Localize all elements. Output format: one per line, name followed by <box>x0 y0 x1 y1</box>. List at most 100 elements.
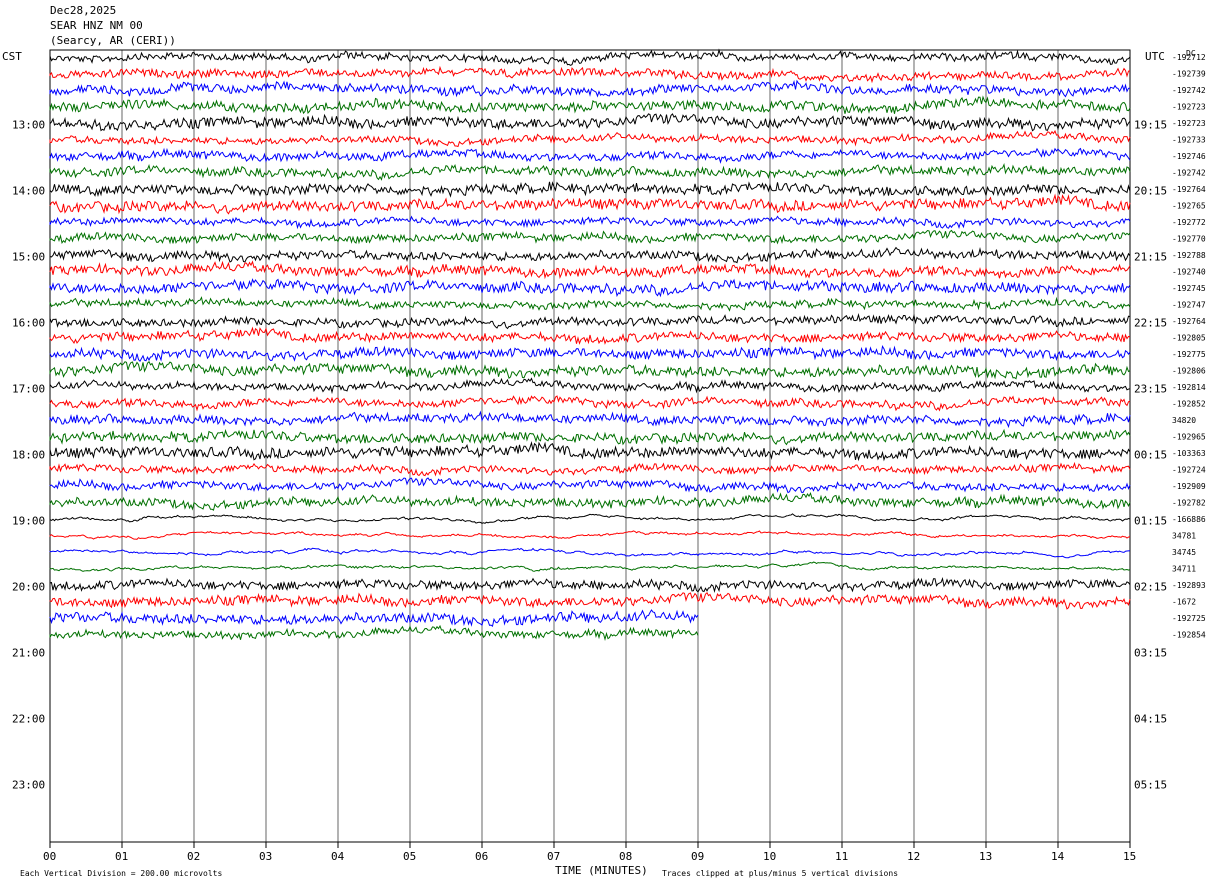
seismic-trace <box>49 79 1131 98</box>
scale-note: Each Vertical Division = 200.00 microvol… <box>20 869 222 878</box>
trace-dc-offset: -192814 <box>1172 383 1206 392</box>
trace-dc-offset: -192742 <box>1172 169 1206 178</box>
seismic-trace <box>49 395 1131 412</box>
x-axis-label: TIME (MINUTES) <box>555 864 648 877</box>
right-timezone-label: UTC <box>1145 50 1165 63</box>
seismic-trace <box>49 561 1131 572</box>
right-hour-label: 02:15 <box>1134 580 1167 593</box>
trace-dc-offset: -192765 <box>1172 202 1206 211</box>
right-hour-label: 22:15 <box>1134 316 1167 329</box>
trace-dc-offset: -192775 <box>1172 350 1206 359</box>
x-tick-label: 06 <box>475 850 488 863</box>
seismic-trace <box>49 592 1131 610</box>
seismic-trace <box>49 377 1131 395</box>
trace-dc-offset: -192723 <box>1172 103 1206 112</box>
seismic-trace <box>49 491 1131 511</box>
trace-dc-offset: -192772 <box>1172 218 1206 227</box>
seismic-trace <box>49 181 1131 198</box>
x-tick-label: 00 <box>43 850 56 863</box>
seismic-trace <box>49 95 1131 115</box>
dc-label: DC <box>1186 49 1196 58</box>
seismic-traces <box>49 48 1131 641</box>
seismic-trace <box>49 65 1131 84</box>
trace-dc-offset: -103363 <box>1172 449 1206 458</box>
seismic-trace <box>49 477 1131 494</box>
trace-dc-offset: -192782 <box>1172 499 1206 508</box>
header-station: SEAR HNZ NM 00 <box>50 19 143 32</box>
trace-dc-offset: -192739 <box>1172 70 1206 79</box>
seismic-trace <box>49 345 1131 363</box>
trace-dc-offset: -192764 <box>1172 185 1206 194</box>
seismic-trace <box>49 129 1131 148</box>
trace-dc-offset: -192747 <box>1172 301 1206 310</box>
seismic-trace <box>49 410 1131 429</box>
trace-dc-offset: -192723 <box>1172 119 1206 128</box>
trace-dc-offset: -192852 <box>1172 400 1206 409</box>
x-tick-label: 14 <box>1051 850 1065 863</box>
seismic-trace <box>49 296 1131 312</box>
trace-dc-offset: -166886 <box>1172 515 1206 524</box>
seismic-trace <box>49 440 1131 462</box>
trace-dc-offset: 34781 <box>1172 532 1196 541</box>
trace-dc-offset: -192712 <box>1172 53 1206 62</box>
trace-dc-offset: 34745 <box>1172 548 1196 557</box>
seismic-trace <box>49 246 1131 264</box>
trace-dc-offset: -192965 <box>1172 433 1206 442</box>
seismic-trace <box>49 513 1131 524</box>
trace-dc-offset: -192788 <box>1172 251 1206 260</box>
seismic-trace <box>49 624 699 641</box>
header-location: (Searcy, AR (CERI)) <box>50 34 176 47</box>
left-hour-label: 20:00 <box>12 580 45 593</box>
seismic-trace <box>49 260 1131 280</box>
trace-dc-offset: -192854 <box>1172 631 1206 640</box>
x-tick-label: 11 <box>835 850 848 863</box>
left-hour-label: 13:00 <box>12 118 45 131</box>
right-hour-label: 05:15 <box>1134 778 1167 791</box>
x-tick-label: 15 <box>1123 850 1136 863</box>
trace-dc-offset: -192725 <box>1172 614 1206 623</box>
plot-grid <box>49 49 1131 848</box>
trace-dc-offset: -192742 <box>1172 86 1206 95</box>
seismic-trace <box>49 530 1131 540</box>
trace-dc-offset: -192733 <box>1172 136 1206 145</box>
trace-dc-offset: -192806 <box>1172 367 1206 376</box>
trace-dc-offset: -1672 <box>1172 598 1196 607</box>
left-hour-label: 16:00 <box>12 316 45 329</box>
trace-dc-offset: -192893 <box>1172 581 1206 590</box>
x-tick-label: 01 <box>115 850 128 863</box>
seismic-trace <box>49 229 1131 245</box>
left-timezone-label: CST <box>2 50 22 63</box>
trace-dc-offset: -192909 <box>1172 482 1206 491</box>
right-hour-label: 19:15 <box>1134 118 1167 131</box>
right-hour-label: 21:15 <box>1134 250 1167 263</box>
seismic-trace <box>49 428 1131 446</box>
left-hour-label: 22:00 <box>12 712 45 725</box>
seismic-trace <box>49 215 1131 230</box>
right-hour-label: 23:15 <box>1134 382 1167 395</box>
x-tick-label: 02 <box>187 850 200 863</box>
seismic-trace <box>49 326 1131 345</box>
header-date: Dec28,2025 <box>50 4 117 17</box>
clip-note: Traces clipped at plus/minus 5 vertical … <box>662 869 898 878</box>
left-hour-label: 19:00 <box>12 514 45 527</box>
seismic-trace <box>49 163 1131 181</box>
left-hour-label: 21:00 <box>12 646 45 659</box>
x-tick-label: 12 <box>907 850 920 863</box>
seismic-trace <box>49 193 1131 215</box>
left-hour-label: 15:00 <box>12 250 45 263</box>
left-hour-label: 17:00 <box>12 382 45 395</box>
seismic-trace <box>49 576 1131 594</box>
trace-dc-offset: -192746 <box>1172 152 1206 161</box>
trace-dc-offset: -192764 <box>1172 317 1206 326</box>
x-tick-label: 13 <box>979 850 992 863</box>
trace-dc-offset: 34711 <box>1172 565 1196 574</box>
trace-dc-offset: -192740 <box>1172 268 1206 277</box>
seismic-trace <box>49 147 1131 164</box>
x-tick-label: 08 <box>619 850 632 863</box>
left-hour-label: 23:00 <box>12 778 45 791</box>
seismic-trace <box>49 609 699 628</box>
x-tick-label: 03 <box>259 850 272 863</box>
seismic-trace <box>49 312 1131 330</box>
trace-dc-offset: 34820 <box>1172 416 1196 425</box>
